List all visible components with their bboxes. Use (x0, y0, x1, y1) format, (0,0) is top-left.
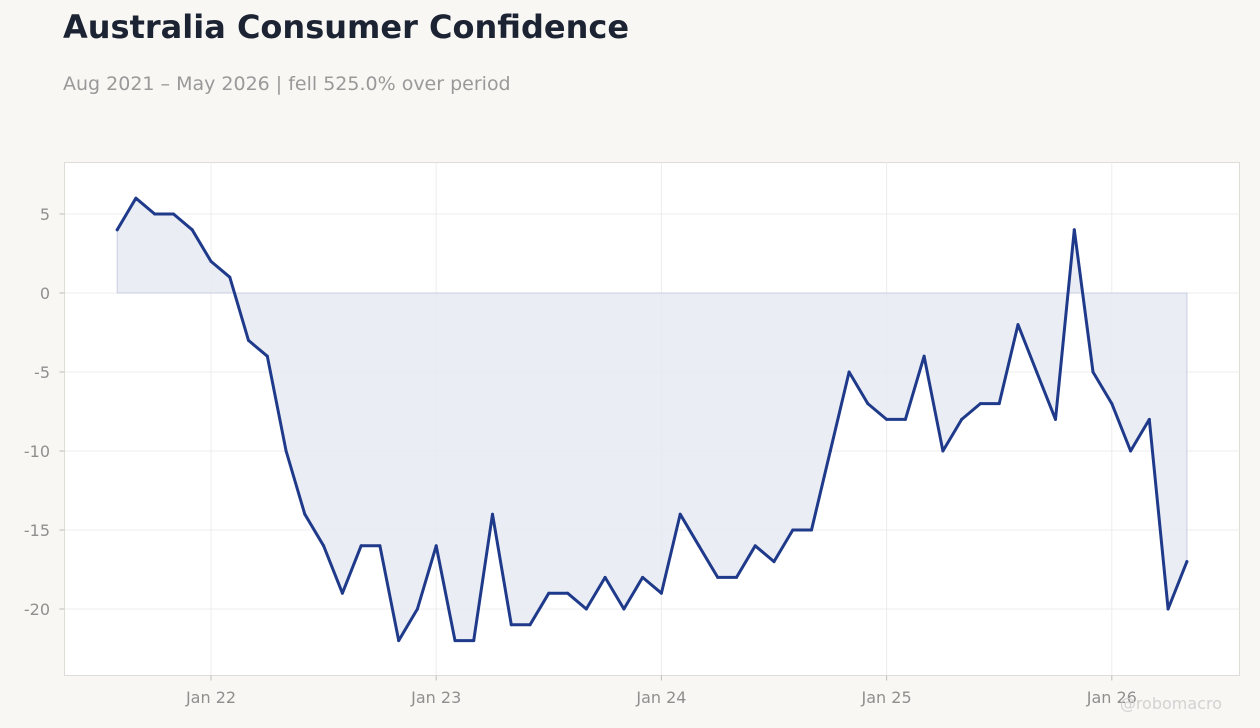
data-point (566, 591, 570, 595)
data-point (941, 449, 945, 453)
data-point (828, 449, 832, 453)
data-point (228, 275, 232, 279)
data-point (659, 591, 663, 595)
x-tick-label: Jan 24 (635, 688, 686, 707)
data-point (791, 528, 795, 532)
data-point (1185, 560, 1189, 564)
data-point (1129, 449, 1133, 453)
data-point (547, 591, 551, 595)
x-tick-label: Jan 22 (185, 688, 236, 707)
data-point (284, 449, 288, 453)
chart-title: Australia Consumer Confidence (63, 8, 630, 46)
data-point (678, 512, 682, 516)
data-point (716, 575, 720, 579)
data-point (641, 575, 645, 579)
data-point (472, 639, 476, 643)
data-point (397, 639, 401, 643)
data-point (528, 623, 532, 627)
data-point (115, 228, 119, 232)
y-tick-label: -10 (24, 442, 50, 461)
y-tick-label: -5 (34, 363, 50, 382)
data-point (359, 544, 363, 548)
data-point (885, 417, 889, 421)
data-point (1054, 417, 1057, 421)
data-point (1166, 607, 1170, 611)
data-point (303, 512, 307, 516)
data-point (491, 512, 494, 516)
data-point (960, 417, 964, 421)
x-axis: Jan 22 Jan 23 Jan 24 Jan 25 Jan 26 (185, 688, 1137, 707)
data-point (415, 607, 419, 611)
watermark: @robomacro (1119, 694, 1222, 713)
y-tick-label: -15 (24, 521, 50, 540)
data-point (1016, 323, 1020, 327)
data-point (978, 402, 982, 406)
y-axis: 5 0 -5 -10 -15 -20 (24, 205, 50, 619)
y-tick-label: 5 (40, 205, 50, 224)
data-point (903, 417, 907, 421)
data-point (247, 338, 251, 342)
data-point (810, 528, 814, 532)
data-point (622, 607, 626, 611)
data-point (134, 196, 138, 200)
data-point (509, 623, 513, 627)
y-tick-label: 0 (40, 284, 50, 303)
chart-subtitle: Aug 2021 – May 2026 | fell 525.0% over p… (63, 73, 511, 95)
data-point (697, 544, 701, 548)
y-tick-label: -20 (24, 600, 50, 619)
data-point (734, 575, 738, 579)
data-point (434, 544, 438, 548)
data-point (153, 212, 157, 216)
series-line (115, 196, 1189, 643)
data-point (209, 259, 213, 263)
data-point (922, 354, 926, 358)
data-point (453, 639, 457, 643)
data-point (1072, 228, 1076, 232)
data-point (322, 544, 326, 548)
x-tick-label: Jan 25 (861, 688, 912, 707)
data-point (772, 560, 776, 564)
data-point (847, 370, 851, 374)
data-point (340, 591, 344, 595)
data-point (603, 575, 607, 579)
line-layer (115, 196, 1189, 643)
data-point (1091, 370, 1095, 374)
data-point (1035, 370, 1039, 374)
data-point (265, 354, 269, 358)
data-point (997, 402, 1001, 406)
data-point (1110, 402, 1114, 406)
data-point (584, 607, 588, 611)
data-point (171, 212, 175, 216)
data-point (1147, 417, 1151, 421)
x-tick-label: Jan 23 (410, 688, 461, 707)
data-point (866, 402, 870, 406)
data-point (753, 544, 757, 548)
x-tick-label: Jan 26 (1086, 688, 1137, 707)
data-point (378, 544, 382, 548)
data-point (190, 228, 194, 232)
